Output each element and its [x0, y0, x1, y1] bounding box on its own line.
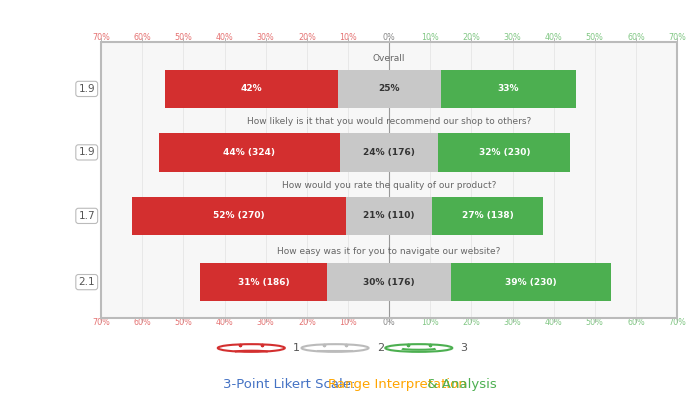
Text: 60%: 60%	[627, 318, 645, 327]
Text: 50%: 50%	[174, 33, 193, 42]
Text: 0%: 0%	[383, 318, 396, 327]
Text: 10%: 10%	[339, 33, 357, 42]
Text: 1.7: 1.7	[78, 211, 95, 221]
Text: 21% (110): 21% (110)	[364, 211, 415, 220]
Text: How easy was it for you to navigate our website?: How easy was it for you to navigate our …	[277, 247, 501, 256]
Text: 31% (186): 31% (186)	[238, 278, 290, 287]
Text: 3-Point Likert Scale: Range Interpretation & Analysis: 3-Point Likert Scale: Range Interpretati…	[174, 378, 524, 391]
Text: 39% (230): 39% (230)	[505, 278, 557, 287]
Text: 50%: 50%	[586, 318, 604, 327]
Text: 10%: 10%	[422, 33, 439, 42]
Text: 24% (176): 24% (176)	[363, 148, 415, 157]
Text: 27% (138): 27% (138)	[462, 211, 514, 220]
Bar	[432, 196, 543, 235]
Text: 3-Point Likert Scale:: 3-Point Likert Scale:	[223, 378, 360, 391]
Text: 1: 1	[293, 343, 300, 353]
Text: 20%: 20%	[298, 33, 315, 42]
Text: 1.9: 1.9	[78, 148, 95, 158]
Text: 10%: 10%	[339, 318, 357, 327]
Text: 70%: 70%	[668, 318, 686, 327]
Text: 20%: 20%	[463, 33, 480, 42]
Text: 30%: 30%	[257, 318, 274, 327]
Text: 30%: 30%	[504, 33, 521, 42]
Text: 50%: 50%	[586, 33, 604, 42]
Text: How likely is it that you would recommend our shop to others?: How likely is it that you would recommen…	[247, 117, 531, 126]
Text: 50%: 50%	[174, 318, 193, 327]
Text: 32% (230): 32% (230)	[479, 148, 530, 157]
Text: 20%: 20%	[463, 318, 480, 327]
Text: 60%: 60%	[133, 33, 151, 42]
Bar	[451, 263, 611, 302]
Bar	[158, 133, 340, 172]
Text: 60%: 60%	[627, 33, 645, 42]
Text: 0%: 0%	[383, 33, 396, 42]
Text: 25%: 25%	[378, 84, 400, 94]
Text: 1.9: 1.9	[78, 84, 95, 94]
Text: & Analysis: & Analysis	[422, 378, 496, 391]
Text: Overall: Overall	[373, 54, 406, 63]
Bar	[438, 133, 570, 172]
Bar	[440, 70, 577, 108]
Text: 2.1: 2.1	[78, 277, 95, 287]
Text: 42%: 42%	[241, 84, 262, 94]
Text: 52% (270): 52% (270)	[213, 211, 265, 220]
Text: 40%: 40%	[216, 318, 234, 327]
Text: 30%: 30%	[504, 318, 521, 327]
Text: 2: 2	[377, 343, 384, 353]
Text: 44% (324): 44% (324)	[223, 148, 275, 157]
Bar	[346, 196, 432, 235]
Text: 60%: 60%	[133, 318, 151, 327]
Bar	[200, 263, 327, 302]
Text: 30% (176): 30% (176)	[364, 278, 415, 287]
Text: 33%: 33%	[498, 84, 519, 94]
Bar	[327, 263, 451, 302]
Text: 3: 3	[461, 343, 468, 353]
Text: 40%: 40%	[216, 33, 234, 42]
Text: How would you rate the quality of our product?: How would you rate the quality of our pr…	[282, 181, 496, 190]
Text: Range Interpretation: Range Interpretation	[327, 378, 466, 391]
Text: 30%: 30%	[257, 33, 274, 42]
Text: 20%: 20%	[298, 318, 315, 327]
Bar	[338, 70, 440, 108]
Text: 70%: 70%	[92, 318, 110, 327]
Text: 70%: 70%	[668, 33, 686, 42]
Bar	[132, 196, 346, 235]
Text: 70%: 70%	[92, 33, 110, 42]
Bar	[165, 70, 338, 108]
Text: 40%: 40%	[544, 33, 563, 42]
Bar	[340, 133, 438, 172]
Text: 40%: 40%	[544, 318, 563, 327]
Text: 10%: 10%	[422, 318, 439, 327]
